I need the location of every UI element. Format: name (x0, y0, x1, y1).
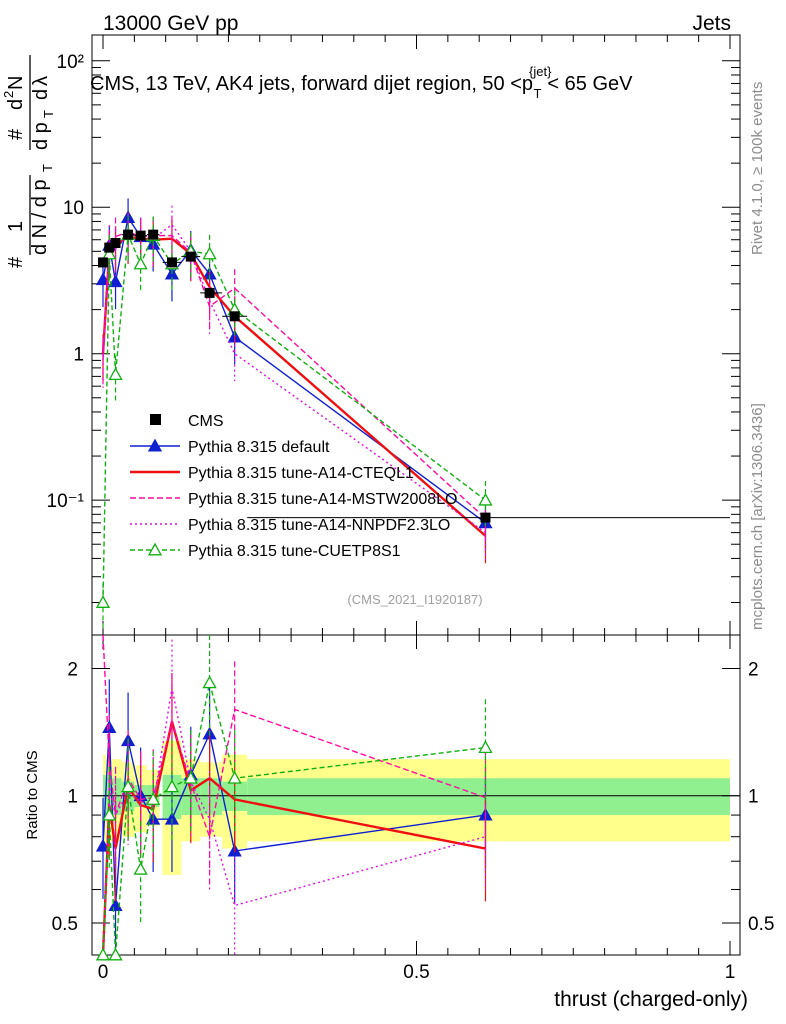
svg-text:N: N (5, 76, 27, 90)
ratio-point (202, 675, 217, 689)
ratio-tick-label: 1 (67, 787, 78, 808)
y-tick-label: 10⁻¹ (47, 491, 85, 512)
legend-label: Pythia 8.315 tune-A14-CTEQL1 (188, 465, 414, 482)
ratio-tick-label: 2 (67, 659, 78, 680)
data-point (229, 311, 240, 322)
series-point (133, 256, 148, 270)
ratio-tick-label: 0.5 (52, 914, 78, 935)
x-tick-label: 1 (725, 962, 736, 983)
category-label: Jets (692, 12, 731, 35)
beam-label: 13000 GeV pp (103, 12, 238, 35)
data-point (185, 251, 196, 262)
analysis-id-label: (CMS_2021_I1920187) (347, 592, 482, 607)
series-point (102, 246, 117, 260)
ratio-band-inner (200, 778, 223, 816)
main-plot-series (95, 198, 730, 630)
ratio-point (108, 947, 123, 961)
data-point (480, 512, 491, 523)
x-tick-label: 0 (98, 962, 109, 983)
ratio-tick-label: 2 (748, 659, 759, 680)
ratio-point (95, 947, 111, 961)
legend-label: Pythia 8.315 tune-CUETP8S1 (188, 543, 401, 560)
data-point (98, 257, 108, 268)
legend-label: Pythia 8.315 tune-A14-MSTW2008LO (188, 491, 457, 508)
series-point (108, 274, 123, 288)
axes-ticks: 0 0.5 1 10² 10 1 10⁻¹ 2 2 1 1 0.5 0.5 (47, 35, 774, 983)
ratio-point (227, 770, 242, 784)
legend: CMS Pythia 8.315 default Pythia 8.315 tune… (130, 413, 457, 560)
ratio-point (102, 807, 117, 821)
series-point (202, 246, 217, 260)
mcplots-site-label: mcplots.cern.ch [arXiv:1306.3436] (749, 403, 766, 630)
ratio-tick-label: 0.5 (748, 914, 774, 935)
series-point (95, 595, 111, 608)
legend-marker (147, 542, 163, 556)
data-point (123, 229, 134, 240)
ratio-point (95, 838, 111, 852)
ratio-tick-label: 1 (748, 787, 759, 808)
legend-marker (147, 438, 163, 452)
ratio-point (146, 792, 161, 805)
legend-label: Pythia 8.315 default (188, 439, 330, 456)
svg-text:2: 2 (1, 91, 16, 98)
ratio-point (108, 898, 123, 911)
ratio-y-axis-label: Ratio to CMS (24, 750, 41, 839)
main-y-axis-label: # 1 d N / d p T # d 2 N d p T d λ (1, 55, 56, 268)
ratio-band-inner (247, 778, 730, 816)
rivet-version-label: Rivet 4.1.0, ≥ 100k events (749, 82, 766, 255)
legend-cms-marker (150, 414, 161, 425)
data-point (110, 237, 121, 248)
y-tick-label: 10 (63, 198, 84, 219)
svg-text:1: 1 (5, 221, 27, 232)
svg-text:d: d (5, 99, 27, 110)
ratio-plot-series (95, 634, 493, 961)
ratio-point (183, 770, 198, 784)
ratio-point (164, 811, 180, 825)
svg-text:T: T (40, 164, 55, 172)
svg-text:d N / d p: d N / d p (29, 179, 51, 255)
series-point (108, 367, 123, 381)
legend-label: CMS (188, 413, 224, 430)
svg-text:d p: d p (30, 122, 52, 150)
chart-title: CMS, 13 TeV, AK4 jets, forward dijet reg… (90, 64, 633, 101)
data-point (204, 287, 215, 298)
series-point (478, 492, 493, 506)
ratio-point (164, 779, 180, 793)
ratio-point (478, 740, 493, 754)
series-point (95, 272, 111, 286)
data-point (104, 242, 115, 253)
svg-text:#: # (5, 128, 27, 140)
y-tick-label: 10² (57, 52, 84, 73)
y-tick-label: 1 (73, 345, 84, 366)
ratio-point (133, 861, 148, 875)
ratio-point (120, 779, 136, 793)
svg-text:T: T (41, 110, 56, 118)
svg-text:λ: λ (30, 76, 52, 86)
x-tick-label: 0.5 (403, 962, 429, 983)
ratio-band-inner (103, 774, 107, 820)
data-point (135, 230, 146, 241)
data-point (166, 257, 177, 268)
data-point (148, 229, 159, 240)
ratio-band-inner (112, 778, 122, 816)
legend-label: Pythia 8.315 tune-A14-NNPDF2.3LO (188, 517, 450, 534)
ratio-uncertainty-bands (92, 740, 740, 875)
svg-text:d: d (30, 89, 52, 100)
x-axis-label: thrust (charged-only) (554, 988, 748, 1011)
svg-text:#: # (5, 256, 27, 268)
